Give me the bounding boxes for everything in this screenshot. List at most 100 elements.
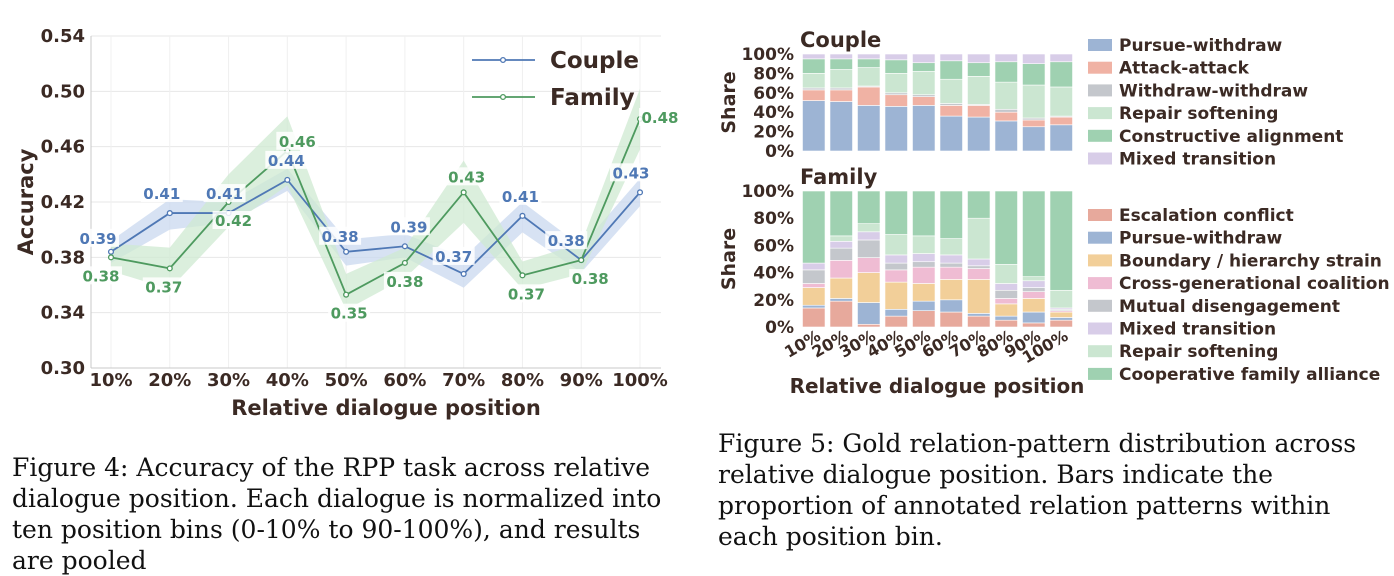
bar-segment-pursue-withdraw	[967, 116, 991, 152]
data-label-family: 0.42	[215, 212, 252, 230]
bar-segment-mixed-transition	[1022, 53, 1046, 64]
legend-swatch-repair-softening	[1088, 345, 1112, 358]
data-label-family: 0.38	[572, 270, 609, 288]
bar-segment-constructive-alignment	[967, 62, 991, 77]
y-tick-label: 80%	[753, 64, 794, 84]
x-tick-label: 20%	[148, 370, 191, 391]
legend-label-cooperative-family-alliance: Cooperative family alliance	[1119, 365, 1380, 385]
y-tick-label: 60%	[753, 236, 794, 256]
bar-segment-cross-generational-coalition	[994, 298, 1018, 305]
y-tick-label: 0.54	[41, 26, 85, 47]
x-tick-label: 70%	[442, 370, 485, 391]
bar-segment-attack-attack	[1049, 116, 1073, 126]
bar-segment-mutual-disengagement	[802, 269, 826, 284]
bar-segment-withdraw-withdraw	[994, 108, 1018, 113]
data-label-family: 0.48	[641, 109, 678, 127]
bar-segment-cooperative-family-alliance	[994, 190, 1018, 265]
bar-segment-mixed-transition	[829, 241, 853, 249]
data-label-bg-family	[328, 303, 371, 322]
bar-segment-pursue-withdraw	[912, 300, 936, 311]
bar-segment-repair-softening	[967, 76, 991, 105]
bar-segment-mixed-transition	[857, 231, 881, 241]
bar-segment-repair-softening	[994, 81, 1018, 110]
x-axis-title: Relative dialogue position	[790, 374, 1085, 398]
legend-label-mutual-disengagement: Mutual disengagement	[1119, 297, 1340, 317]
confidence-band-family	[111, 88, 640, 310]
data-label-bg-couple	[545, 231, 588, 250]
data-label-couple: 0.43	[612, 164, 649, 182]
bar-segment-cooperative-family-alliance	[829, 190, 853, 237]
data-label-bg-couple	[499, 186, 542, 205]
figure-canvas: 0.30 0.34 0.38 0.42 0.46 0.50 0.54 10% 20% 30% 40%…	[14, 26, 1390, 420]
legend-swatch-cooperative-family-alliance	[1088, 367, 1112, 380]
bar-segment-cooperative-family-alliance	[1022, 190, 1046, 277]
data-label-family: 0.38	[386, 273, 423, 291]
bar-segment-attack-attack	[802, 89, 826, 101]
bar-segment-constructive-alignment	[884, 59, 908, 74]
figure-4-caption-text: Figure 4: Accuracy of the RPP task acros…	[12, 453, 662, 575]
data-point-couple	[107, 248, 115, 255]
bar-segment-attack-attack	[994, 111, 1018, 122]
legend-label-withdraw-withdraw: Withdraw-withdraw	[1119, 81, 1308, 101]
bar-segment-mutual-disengagement	[994, 289, 1018, 299]
bar-segment-mixed-transition	[857, 53, 881, 60]
data-point-couple	[401, 243, 408, 250]
legend-marker-family	[499, 93, 507, 101]
bar-segment-repair-softening	[1049, 86, 1073, 117]
bar-segment-mixed-transition	[994, 283, 1018, 291]
legend-swatch-boundary-hierarchy-strain	[1088, 254, 1112, 267]
legend-label-mixed-transition: Mixed transition	[1119, 150, 1276, 170]
bar-segment-repair-softening	[829, 235, 853, 242]
data-label-bg-couple	[140, 184, 183, 203]
data-label-bg-family	[445, 167, 488, 186]
bar-segment-attack-attack	[857, 86, 881, 106]
bar-segment-mixed-transition	[802, 53, 826, 60]
data-point-family	[166, 265, 173, 272]
bar-segment-mutual-disengagement	[912, 261, 936, 268]
bar-segment-mixed-transition	[1022, 280, 1046, 288]
legend-label-constructive-alignment: Constructive alignment	[1119, 127, 1343, 147]
bar-segment-boundary-hierarchy-strain	[994, 303, 1018, 317]
data-label-couple: 0.38	[322, 228, 359, 246]
bar-segment-cooperative-family-alliance	[884, 190, 908, 235]
data-point-family	[460, 189, 467, 196]
bar-segment-repair-softening	[1022, 276, 1046, 282]
data-label-bg-couple	[203, 184, 246, 203]
bar-segment-constructive-alignment	[994, 61, 1018, 83]
bar-segment-pursue-withdraw	[829, 298, 853, 302]
legend-label-cross-generational-coalition: Cross-generational coalition	[1119, 274, 1390, 294]
data-label-couple: 0.39	[79, 230, 116, 248]
data-point-couple	[636, 189, 644, 196]
bar-segment-repair-softening	[967, 217, 991, 260]
bar-segment-attack-attack	[1022, 119, 1046, 128]
y-tick-label: 0.38	[41, 247, 85, 268]
data-label-couple: 0.41	[206, 185, 243, 203]
legend-label-repair-softening: Repair softening	[1119, 342, 1278, 362]
legend-swatch-repair-softening	[1088, 107, 1112, 120]
data-label-family: 0.35	[331, 305, 368, 323]
bar-segment-mutual-disengagement	[829, 247, 853, 261]
data-label-couple: 0.39	[390, 218, 427, 236]
bar-segment-pursue-withdraw	[1049, 124, 1073, 152]
bar-segment-mutual-disengagement	[967, 265, 991, 269]
data-label-family: 0.46	[279, 133, 316, 151]
bar-segment-escalation-conflict	[829, 300, 853, 328]
y-tick-label: 0%	[765, 142, 794, 162]
legend-label-pursue-withdraw: Pursue-withdraw	[1119, 229, 1283, 249]
bar-segment-cross-generational-coalition	[939, 266, 963, 280]
legend-swatch-constructive-alignment	[1088, 129, 1112, 142]
bar-segment-pursue-withdraw	[802, 304, 826, 309]
data-label-bg-couple	[610, 163, 652, 182]
bar-segment-mutual-disengagement	[939, 262, 963, 268]
bar-segment-attack-attack	[884, 94, 908, 107]
bar-segment-boundary-hierarchy-strain	[912, 283, 936, 302]
bar-segment-escalation-conflict	[939, 311, 963, 328]
bar-segment-attack-attack	[912, 96, 936, 106]
data-label-bg-family	[383, 271, 426, 290]
bar-segment-pursue-withdraw	[994, 120, 1018, 152]
x-axis-title: Relative dialogue position	[231, 396, 541, 420]
legend-swatch-pursue-withdraw	[1088, 231, 1112, 244]
series-line-family	[110, 118, 641, 296]
bar-segment-cooperative-family-alliance	[802, 190, 826, 264]
data-label-bg-couple	[77, 228, 119, 247]
